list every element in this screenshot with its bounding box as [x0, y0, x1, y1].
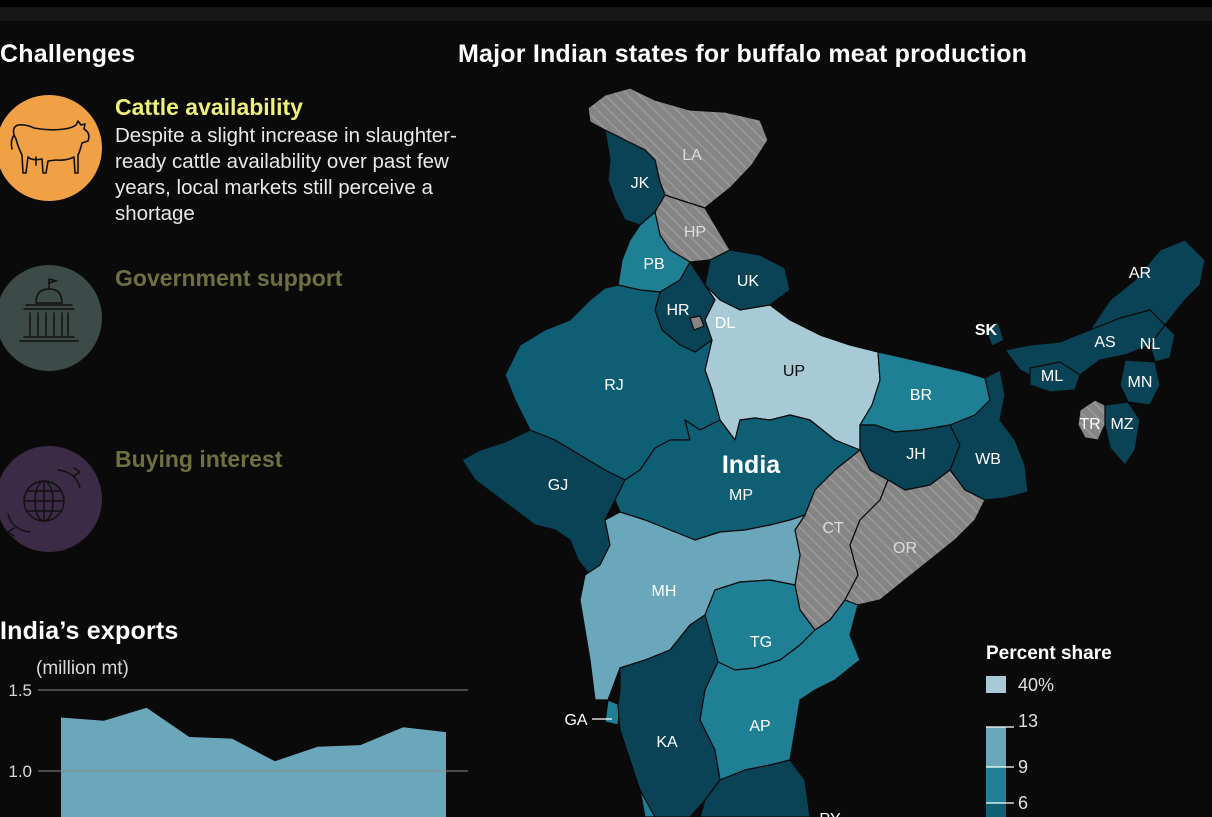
state-label: TR: [1079, 416, 1100, 433]
challenge-title: Cattle availability: [115, 94, 303, 120]
state-label: OR: [893, 540, 917, 557]
state-label: KA: [656, 734, 678, 751]
state-label: RJ: [604, 377, 624, 394]
state-label: PB: [643, 256, 664, 273]
state-manipur: [1119, 359, 1161, 406]
exports-title: India’s exports: [0, 617, 179, 645]
state-label: ML: [1041, 368, 1063, 385]
legend-bar-mid: [986, 767, 1006, 803]
state-label: NL: [1140, 336, 1161, 353]
state-mizoram: [1104, 401, 1141, 466]
legend-bar-lower: [986, 803, 1006, 817]
legend-label-top: 40%: [1018, 675, 1054, 695]
state-west-bengal: [949, 369, 1029, 501]
legend-swatch-top: [986, 676, 1006, 693]
state-label: GJ: [548, 477, 568, 494]
challenge-government-support: Government support: [0, 265, 460, 375]
state-label: MH: [652, 583, 677, 600]
india-map: LA JK HP PB UK HR DL UP RJ GJ MP BR JH W…: [461, 87, 1206, 817]
state-label: MN: [1128, 374, 1153, 391]
legend-tick-label: 6: [1018, 793, 1028, 813]
legend-tick-label: 13: [1018, 711, 1038, 731]
exports-unit-label: (million mt): [36, 658, 129, 679]
state-nagaland: [1149, 324, 1176, 363]
state-label: BR: [910, 387, 932, 404]
state-label: UK: [737, 273, 760, 290]
state-label: GA: [564, 712, 587, 729]
top-rule: [0, 7, 1212, 21]
state-delhi: [689, 315, 705, 331]
state-label: PY: [819, 811, 841, 817]
state-label: AR: [1129, 265, 1151, 282]
map-title: Major Indian states for buffalo meat pro…: [458, 40, 1028, 68]
state-label: MP: [729, 487, 753, 504]
state-label: HR: [666, 302, 689, 319]
state-arunachal-pradesh: [1089, 239, 1206, 331]
legend-bar-upper: [986, 727, 1006, 767]
y-tick-label: 1.5: [8, 681, 32, 700]
challenge-buying-interest: Buying interest: [0, 446, 460, 556]
state-sikkim: [984, 321, 1005, 347]
exports-chart: (million mt) 1.5 1.0: [8, 658, 468, 817]
legend: Percent share 40% 13 9 6: [986, 643, 1112, 817]
country-label: India: [722, 451, 781, 479]
state-label: CT: [822, 520, 844, 537]
state-label: UP: [783, 363, 805, 380]
state-andhra-pradesh: [699, 599, 861, 781]
challenge-title: Buying interest: [115, 446, 283, 472]
state-label: MZ: [1110, 416, 1133, 433]
state-label: HP: [684, 224, 706, 241]
state-label: AP: [749, 718, 770, 735]
state-tamil-nadu: [699, 759, 811, 817]
state-label: WB: [975, 451, 1001, 468]
state-label: DL: [715, 315, 736, 332]
challenge-cattle-availability: Cattle availability Despite a slight inc…: [0, 94, 460, 225]
state-odisha: [844, 469, 986, 606]
government-building-icon: [0, 265, 102, 371]
state-label: AS: [1094, 334, 1115, 351]
legend-title: Percent share: [986, 643, 1112, 664]
cow-icon: [0, 95, 102, 201]
legend-tick-label: 9: [1018, 757, 1028, 777]
top-strip: [0, 0, 1212, 7]
state-meghalaya: [1029, 361, 1081, 393]
state-label: LA: [682, 147, 702, 164]
exports-area: [61, 707, 446, 817]
y-tick-label: 1.0: [8, 762, 32, 781]
challenge-body: Despite a slight increase in slaughter-r…: [115, 124, 457, 225]
state-label: TG: [750, 634, 772, 651]
state-label: SK: [975, 322, 998, 339]
state-tripura: [1077, 399, 1106, 441]
globe-icon: [0, 446, 102, 552]
state-gujarat: [461, 429, 626, 576]
state-kerala: [639, 789, 656, 817]
state-label: JH: [906, 446, 926, 463]
challenges-title: Challenges: [0, 40, 136, 68]
challenge-title: Government support: [115, 265, 343, 291]
state-label: JK: [631, 175, 650, 192]
